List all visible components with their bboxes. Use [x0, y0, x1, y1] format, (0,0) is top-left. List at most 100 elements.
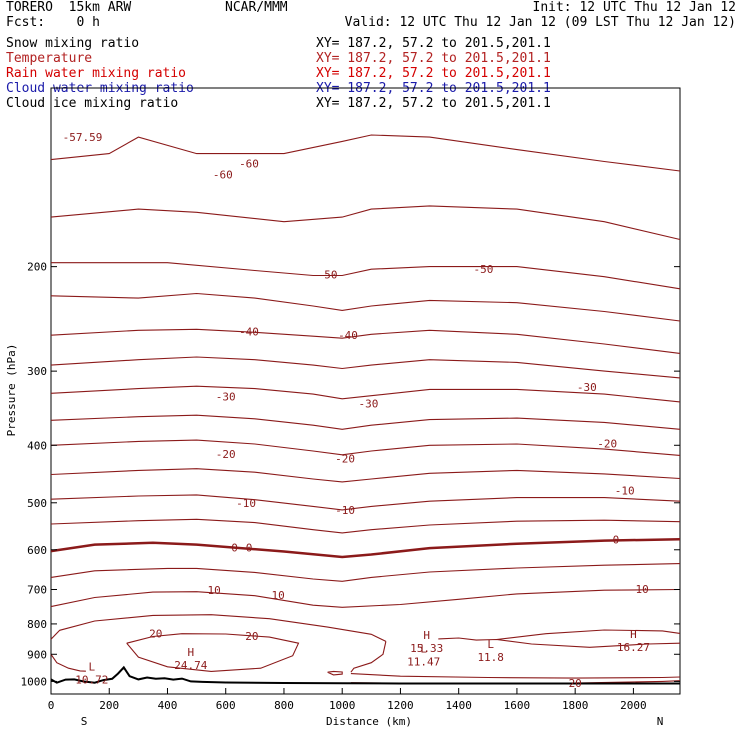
high-value: 24.74: [174, 659, 207, 672]
y-tick-label: 200: [27, 261, 47, 274]
x-tick-label: 0: [48, 699, 55, 712]
isotherm-line: [50, 134, 681, 172]
x-end-label-north: N: [657, 715, 664, 728]
high-marker: H: [423, 629, 430, 642]
y-tick-label: 800: [27, 618, 47, 631]
high-marker: H: [187, 646, 194, 659]
isotherm-line: [50, 356, 681, 379]
field-snow-xy: XY= 187.2, 57.2 to 201.5,201.1: [316, 36, 551, 51]
y-tick-label: 500: [27, 497, 47, 510]
init-label: Init: 12 UTC Thu 12 Jan 12: [532, 0, 737, 15]
x-tick-label: 1000: [329, 699, 356, 712]
axes-layer: 0 200 400 600 800 1000 1200 1400 1600 1800 2000200…: [21, 261, 680, 712]
isotherm-line: [496, 629, 681, 641]
isotherm-label: -30: [358, 397, 378, 410]
plot-frame: [50, 87, 681, 695]
field-rain-xy: XY= 187.2, 57.2 to 201.5,201.1: [316, 66, 551, 81]
x-tick-label: 600: [216, 699, 236, 712]
low-marker: L: [88, 660, 95, 673]
y-tick-label: 400: [27, 439, 47, 452]
isotherm-label: -40: [239, 325, 259, 338]
x-tick-label: 400: [158, 699, 178, 712]
isotherm-label: 0: [613, 534, 620, 547]
contour-label-layer: -60 -60 -50 -50 -40 -40 -30 -30 -30 -20 -20 -20 -10 -…: [149, 157, 649, 690]
isotherm-line: [51, 262, 681, 290]
y-axis-label: Pressure (hPa): [5, 344, 18, 437]
field-rain-label: Rain water mixing ratio: [6, 66, 187, 81]
isotherm-line: [50, 653, 86, 672]
isotherm-line: [350, 641, 387, 673]
x-tick-label: 1200: [387, 699, 414, 712]
x-axis-label: Distance (km): [326, 715, 412, 728]
y-tick-label: 600: [27, 544, 47, 557]
isotherm-line: [350, 673, 681, 679]
isotherm-label: -10: [615, 485, 635, 498]
isotherm-line: [50, 292, 681, 322]
isotherm-label: -10: [335, 504, 355, 517]
isotherm-line: [50, 439, 681, 456]
field-cloudice-xy: XY= 187.2, 57.2 to 201.5,201.1: [316, 96, 551, 111]
low-value: 11.8: [477, 651, 504, 664]
isotherm-label: -30: [577, 381, 597, 394]
low-value: 11.47: [407, 656, 440, 669]
x-tick-label: 800: [274, 699, 294, 712]
isotherm-label: -20: [216, 448, 236, 461]
isotherm-label: 20: [149, 627, 162, 640]
isotherm-line: [50, 588, 681, 608]
isotherm-label: 10: [635, 583, 648, 596]
isotherm-line: [126, 633, 300, 672]
isotherm-label: -30: [216, 391, 236, 404]
field-temperature-label: Temperature: [6, 51, 93, 66]
low-marker: L: [420, 643, 427, 656]
y-tick-label: 700: [27, 584, 47, 597]
y-tick-label: 900: [27, 648, 47, 661]
high-value: 16.27: [617, 641, 650, 654]
field-temperature-xy: XY= 187.2, 57.2 to 201.5,201.1: [316, 51, 551, 66]
isotherm-label: -10: [236, 497, 256, 510]
isotherm-label: 20: [245, 630, 258, 643]
field-cloudice-label: Cloud ice mixing ratio: [6, 96, 179, 111]
x-tick-label: 1600: [504, 699, 531, 712]
isotherm-label: -60: [213, 169, 233, 182]
isotherm-line: [50, 494, 681, 511]
x-tick-label: 1400: [445, 699, 472, 712]
isotherm-label: 0: [231, 542, 238, 555]
isotherm-line: [50, 518, 681, 534]
high-marker: H: [630, 628, 637, 641]
isotherm-line: [50, 538, 681, 559]
isotherm-label: -20: [335, 453, 355, 466]
low-marker: L: [487, 638, 494, 651]
high-value: 15.33: [410, 642, 443, 655]
isotherm-label: 0: [246, 542, 253, 555]
isotherm-line: [50, 385, 681, 403]
x-end-label-south: S: [81, 715, 88, 728]
terrain-line: [50, 665, 680, 685]
isotherm-label: -40: [338, 329, 358, 342]
isotherm-line: [50, 468, 681, 483]
highs-lows-layer: H24.74L10.72H15.33L11.47L11.8H16.27-57.5…: [63, 131, 650, 686]
isotherm-line: [50, 614, 387, 642]
isotherm-line: [438, 637, 681, 648]
isotherm-line: [50, 414, 681, 430]
corner-min-label: -57.59: [63, 131, 103, 144]
field-snow-label: Snow mixing ratio: [6, 36, 140, 51]
isotherm-label: -50: [473, 263, 493, 276]
x-tick-label: 1800: [562, 699, 589, 712]
isotherm-label: 10: [207, 584, 220, 597]
isotherm-label: 10: [271, 589, 284, 602]
model-label: TORERO 15km ARW: [6, 0, 132, 15]
isotherm-label: -50: [318, 268, 338, 281]
x-tick-label: 2000: [620, 699, 647, 712]
low-value: 10.72: [75, 673, 108, 686]
isotherm-line: [50, 328, 681, 354]
y-tick-label: 1000: [21, 675, 48, 688]
y-tick-label: 300: [27, 365, 47, 378]
center-label: NCAR/MMM: [225, 0, 288, 15]
isotherm-line: [50, 563, 681, 582]
valid-label: Valid: 12 UTC Thu 12 Jan 12 (09 LST Thu …: [344, 15, 736, 30]
isotherm-label: 20: [569, 677, 582, 690]
terrain-layer: [50, 665, 680, 685]
isotherm-label: -60: [239, 157, 259, 170]
isotherm-line: [50, 205, 681, 241]
